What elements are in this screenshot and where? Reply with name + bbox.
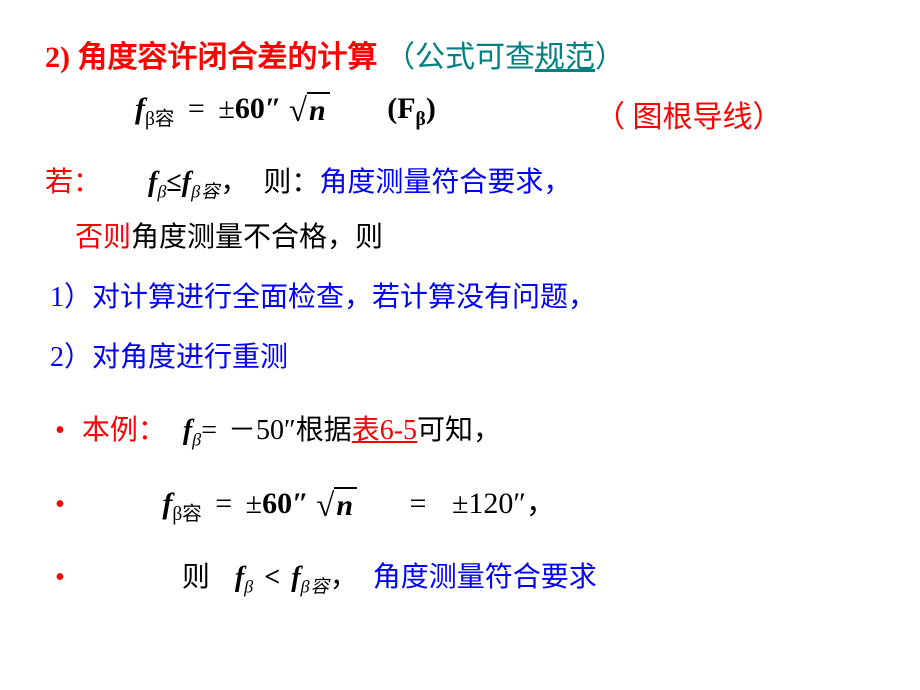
ef-60: 60 bbox=[262, 487, 292, 520]
cond-le: ≤ bbox=[166, 167, 181, 198]
cond-s2: β容 bbox=[191, 182, 220, 202]
conc-lt: < bbox=[264, 562, 280, 593]
sqrt-icon-2: √n bbox=[316, 488, 357, 525]
heading-paren-open: （公式可查 bbox=[385, 41, 535, 74]
ef-pm2: ± bbox=[452, 487, 468, 520]
ef-eq2: = bbox=[410, 487, 427, 520]
ex-label: 本例： bbox=[82, 415, 166, 446]
step-2: 2）对角度进行重测 bbox=[50, 335, 288, 375]
bullet-icon-2: • bbox=[55, 489, 65, 520]
else-text: 角度测量不合格，则 bbox=[131, 222, 383, 253]
ex-minus: － bbox=[228, 415, 256, 446]
heading-number: 2) bbox=[45, 41, 70, 74]
step-1-text: 对计算进行全面检查，若计算没有问题， bbox=[92, 282, 596, 313]
formula-f: f bbox=[135, 92, 145, 125]
cond-f1: f bbox=[148, 167, 157, 198]
bullet-icon: • bbox=[55, 415, 65, 446]
conc-comma: ， bbox=[330, 562, 358, 593]
ef-sub: β容 bbox=[172, 504, 201, 525]
ex-s: β bbox=[192, 430, 201, 450]
conc-rest: 角度测量符合要求 bbox=[373, 562, 597, 593]
cond-then: 则： bbox=[263, 167, 319, 198]
ex-f: f bbox=[183, 415, 192, 446]
cond-if: 若： bbox=[45, 167, 101, 198]
ef-v2: 120″ bbox=[468, 487, 526, 520]
ef-sqrt: n bbox=[334, 487, 357, 523]
bullet-icon-3: • bbox=[55, 562, 65, 593]
ex-v: 50″ bbox=[256, 415, 296, 446]
step-1: 1）对计算进行全面检查，若计算没有问题， bbox=[50, 275, 596, 315]
ef-eq: = bbox=[215, 487, 232, 520]
F-sub: β bbox=[416, 109, 426, 130]
else-label: 否则 bbox=[75, 222, 131, 253]
heading-paren-close: ） bbox=[595, 41, 625, 74]
ex-link[interactable]: 表6-5 bbox=[352, 415, 417, 446]
else-line: 否则角度测量不合格，则 bbox=[75, 215, 383, 255]
formula-note: （ 图根导线） bbox=[595, 92, 783, 136]
ex-rest1: 根据 bbox=[296, 415, 352, 446]
example-line: • 本例： fβ= －50″根据表6-5可知， bbox=[55, 408, 501, 451]
formula-line-1: fβ容 = ±60″ √n (Fβ) bbox=[135, 92, 436, 131]
example-formula: • fβ容 = ±60″ √n = ±120″， bbox=[55, 478, 556, 526]
ef-dp: ″ bbox=[292, 487, 309, 520]
step-2-text: 对角度进行重测 bbox=[92, 342, 288, 373]
ef-f: f bbox=[162, 487, 172, 520]
conc-then: 则 bbox=[182, 562, 210, 593]
step-2-num: 2） bbox=[50, 342, 92, 373]
cond-f2: f bbox=[182, 167, 191, 198]
ex-eq: = bbox=[201, 415, 217, 446]
formula-pm: ± bbox=[218, 92, 234, 125]
condition-line: 若： fβ≤fβ容， 则：角度测量符合要求， bbox=[45, 160, 571, 204]
heading-link[interactable]: 规范 bbox=[535, 41, 595, 74]
conc-s1: β bbox=[244, 577, 253, 597]
ex-rest2: 可知， bbox=[417, 415, 501, 446]
ef-pm: ± bbox=[246, 487, 262, 520]
heading-text: 角度容许闭合差的计算 bbox=[78, 41, 378, 74]
formula-eq: = bbox=[188, 92, 205, 125]
sqrt-body: n bbox=[307, 92, 330, 128]
heading-line: 2) 角度容许闭合差的计算 （公式可查规范） bbox=[45, 32, 625, 76]
formula-dprime: ″ bbox=[265, 92, 282, 125]
conc-s2: β容 bbox=[301, 577, 330, 597]
step-1-num: 1） bbox=[50, 282, 92, 313]
conclusion-line: • 则 fβ < fβ容， 角度测量符合要求 bbox=[55, 555, 597, 599]
cond-rest: 角度测量符合要求， bbox=[319, 167, 571, 198]
conc-f2: f bbox=[291, 562, 300, 593]
F-close: ) bbox=[426, 92, 436, 125]
formula-60: 60 bbox=[235, 92, 265, 125]
formula-sub: β容 bbox=[145, 109, 174, 130]
sqrt-icon: √n bbox=[289, 93, 330, 130]
ef-comma: ， bbox=[526, 487, 556, 520]
conc-f1: f bbox=[235, 562, 244, 593]
F-open: (F bbox=[387, 92, 415, 125]
cond-comma: ， bbox=[220, 167, 248, 198]
